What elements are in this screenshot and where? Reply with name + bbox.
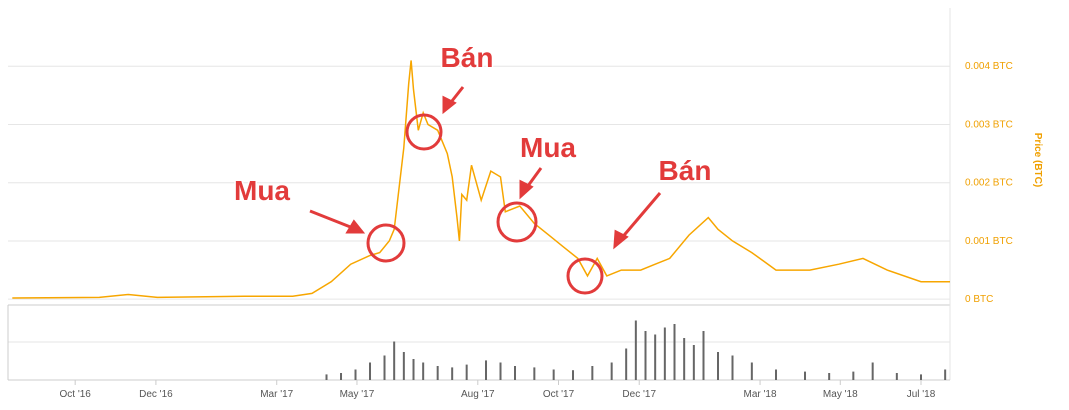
y-tick-label: 0.004 BTC [965, 61, 1013, 72]
volume-bar [654, 334, 657, 380]
x-tick-label: Dec '16 [139, 389, 173, 400]
volume-bar [634, 320, 637, 380]
volume-bar [369, 362, 372, 380]
volume-bar [485, 360, 488, 380]
x-tick-label: Aug '17 [461, 389, 495, 400]
x-tick-label: Mar '17 [260, 389, 293, 400]
volume-bar [610, 362, 613, 380]
volume-bar [340, 373, 343, 380]
volume-bar [572, 370, 575, 380]
y-tick-label: 0.002 BTC [965, 178, 1013, 189]
volume-bar [325, 374, 328, 380]
volume-bar [436, 366, 439, 380]
volume-bar [731, 355, 734, 380]
volume-bar [354, 369, 357, 380]
x-tick-label: Jul '18 [907, 389, 936, 400]
volume-bar [717, 352, 720, 380]
x-tick-label: Dec '17 [622, 389, 656, 400]
volume-bar [383, 355, 386, 380]
volume-bar [828, 373, 831, 380]
volume-bar [644, 331, 647, 380]
volume-bar [852, 371, 855, 380]
volume-bar [393, 341, 396, 380]
x-tick-label: Oct '16 [59, 389, 91, 400]
volume-bar [920, 374, 923, 380]
volume-bar [514, 366, 517, 380]
volume-bar [673, 324, 676, 380]
volume-bar [533, 367, 536, 380]
volume-bar [465, 364, 468, 380]
volume-bar [692, 345, 695, 380]
volume-bar [499, 362, 502, 380]
volume-bar [683, 338, 686, 380]
volume-bar [451, 367, 454, 380]
annotation: Mua [234, 175, 290, 206]
y-tick-label: 0.003 BTC [965, 119, 1013, 130]
volume-bar [422, 362, 425, 380]
marks: 0 BTC 0.001 BTC 0.002 BTC 0.003 BTC 0.004 BT… [8, 60, 1013, 400]
volume-bar [402, 352, 405, 380]
x-tick-label: May '18 [823, 389, 858, 400]
volume-bar [895, 373, 898, 380]
volume-bar [804, 371, 807, 380]
annotation-shapes [309, 86, 662, 295]
y-tick-label: 0 BTC [965, 294, 993, 305]
x-tick-label: Oct '17 [543, 389, 575, 400]
volume-bar [625, 348, 628, 380]
y-axis-label: Price (BTC) [1032, 133, 1043, 187]
price-line [12, 60, 950, 299]
volume-bar [944, 369, 947, 380]
volume-bar [750, 362, 753, 380]
volume-bar [663, 327, 666, 380]
annotation: Bán [441, 42, 494, 73]
x-tick-label: May '17 [340, 389, 375, 400]
volume-bar [412, 359, 415, 380]
y-tick-label: 0.001 BTC [965, 236, 1013, 247]
annotation: Mua [520, 132, 576, 163]
volume-bar [591, 366, 594, 380]
volume-bar [552, 369, 555, 380]
annotation: Bán [659, 155, 712, 186]
volume-bar [702, 331, 705, 380]
volume-bar [871, 362, 874, 380]
volume-bar [775, 369, 778, 380]
x-tick-label: Mar '18 [744, 389, 777, 400]
